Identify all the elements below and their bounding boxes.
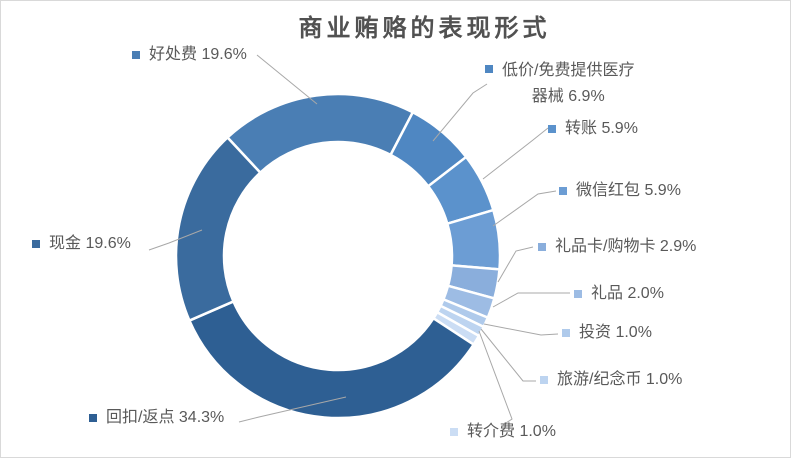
callout-label: 好处费 19.6%	[149, 46, 247, 63]
callout-discounted-medical-devices: 低价/免费提供医疗 器械 6.9%	[485, 58, 634, 110]
leader-line-gift-card	[497, 246, 534, 283]
callout-bonus-fee: 好处费 19.6%	[132, 45, 247, 65]
leader-line-bonus-fee	[256, 54, 318, 105]
leader-line-bank-transfer	[482, 127, 549, 180]
legend-marker-discounted-medical-devices	[485, 65, 493, 73]
callout-label: 投资 1.0%	[579, 324, 652, 341]
callout-wechat-red-packet: 微信红包 5.9%	[559, 181, 681, 201]
slice-cash	[174, 136, 262, 322]
callout-cash: 现金 19.6%	[32, 234, 131, 254]
leader-line-referral-fee	[478, 330, 513, 426]
callout-label: 礼品卡/购物卡 2.9%	[555, 238, 697, 255]
callout-label: 礼品 2.0%	[591, 285, 664, 302]
legend-marker-referral-fee	[450, 428, 458, 436]
callout-investment: 投资 1.0%	[562, 323, 652, 343]
legend-marker-bank-transfer	[548, 125, 556, 133]
callout-gift-card: 礼品卡/购物卡 2.9%	[538, 237, 696, 257]
leader-line-gift	[492, 292, 570, 308]
legend-marker-kickback-rebate	[89, 414, 97, 422]
chart-title: 商业贿赂的表现形式	[298, 15, 551, 42]
legend-marker-wechat-red-packet	[559, 187, 567, 195]
callout-label: 微信红包 5.9%	[576, 182, 681, 199]
callout-kickback-rebate: 回扣/返点 34.3%	[89, 408, 224, 428]
callout-label-line1: 低价/免费提供医疗	[502, 62, 635, 79]
legend-marker-gift	[574, 290, 582, 298]
callout-label: 转介费 1.0%	[467, 423, 556, 440]
leader-line-cash	[148, 229, 203, 251]
legend-marker-investment	[562, 329, 570, 337]
callout-referral-fee: 转介费 1.0%	[450, 422, 556, 442]
leader-line-travel-souvenir-coin	[480, 328, 536, 382]
callout-label: 转账 5.9%	[565, 120, 638, 137]
leader-line-wechat-red-packet	[492, 190, 557, 227]
legend-marker-bonus-fee	[132, 51, 140, 59]
callout-label: 现金 19.6%	[49, 235, 131, 252]
callout-label-line2: 器械 6.9%	[531, 88, 605, 105]
legend-marker-travel-souvenir-coin	[540, 376, 548, 384]
legend-marker-gift-card	[538, 243, 546, 251]
callout-label: 旅游/纪念币 1.0%	[557, 371, 683, 388]
leader-line-kickback-rebate	[238, 396, 347, 423]
slice-kickback-rebate	[188, 300, 475, 420]
callout-travel-souvenir-coin: 旅游/纪念币 1.0%	[540, 370, 682, 390]
callout-label: 回扣/返点 34.3%	[106, 409, 225, 426]
callout-gift: 礼品 2.0%	[574, 284, 664, 304]
slice-bonus-fee	[226, 92, 415, 174]
leader-line-investment	[483, 323, 559, 336]
legend-marker-cash	[32, 240, 40, 248]
leader-line-discounted-medical-devices	[432, 83, 488, 142]
callout-bank-transfer: 转账 5.9%	[548, 119, 638, 139]
